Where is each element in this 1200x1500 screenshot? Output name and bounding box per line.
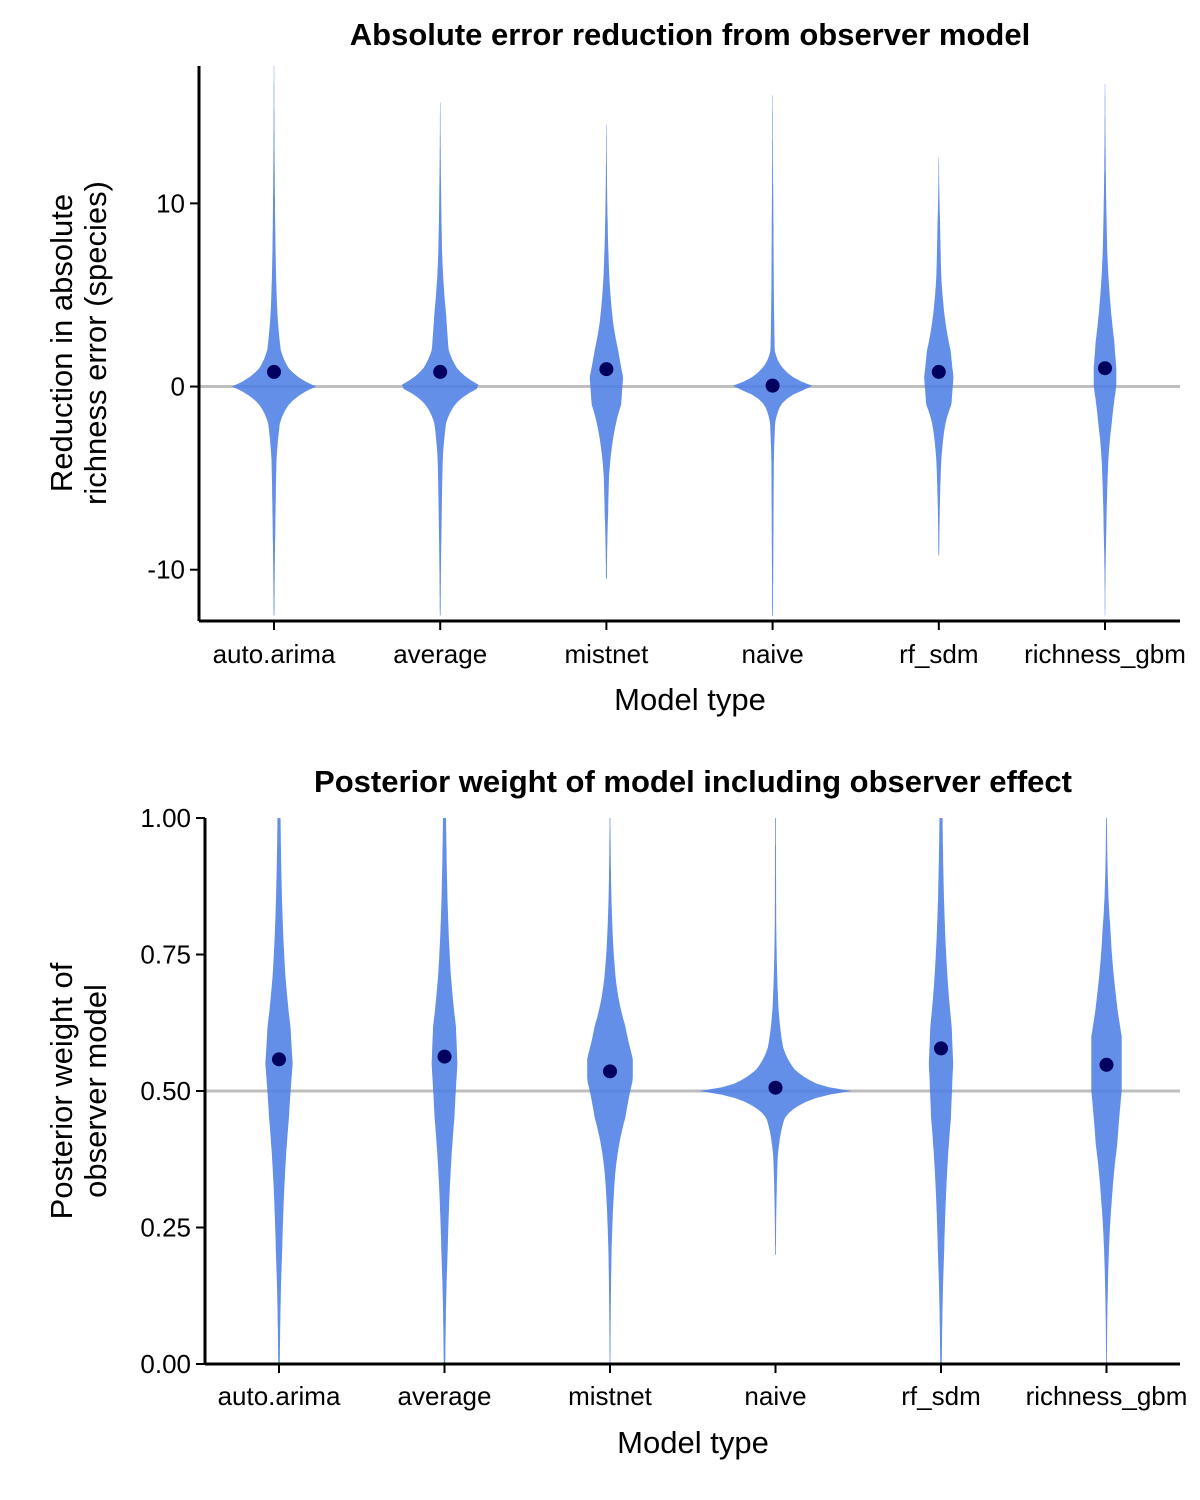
violin-group (205, 818, 1180, 1364)
y-axis-label-line-2: richness error (species) (78, 181, 113, 505)
y-axis-label: Posterior weight of observer model (44, 962, 113, 1219)
x-tick-label: richness_gbm (1024, 639, 1186, 669)
violin-mistnet (589, 124, 624, 579)
y-tick-label: 0.50 (140, 1076, 191, 1106)
x-tick-label: naive (744, 1381, 806, 1411)
panel-posterior-weight: Posterior weight of model including obse… (44, 764, 1187, 1460)
violin-rf_sdm (928, 818, 954, 1364)
y-axis-label: Reduction in absolute richness error (sp… (44, 181, 113, 505)
mean-point-auto.arima (267, 364, 281, 379)
x-tick-label: naive (742, 639, 804, 669)
violin-mistnet (587, 818, 633, 1364)
mean-point-naive (765, 378, 780, 393)
y-tick-label: -10 (147, 555, 185, 585)
x-tick-label: rf_sdm (901, 1381, 980, 1411)
x-tick-label: richness_gbm (1026, 1381, 1188, 1411)
violin-naive (699, 818, 852, 1255)
x-tick-label: average (398, 1381, 492, 1411)
y-tick-label: 0 (171, 372, 185, 402)
x-tick-label: mistnet (568, 1381, 653, 1411)
mean-point-naive (768, 1080, 783, 1095)
violin-auto.arima (265, 818, 293, 1364)
x-axis-label: Model type (614, 682, 766, 717)
violin-average (431, 818, 458, 1364)
chart-title: Absolute error reduction from observer m… (350, 17, 1030, 52)
violin-rf_sdm (924, 157, 954, 556)
y-tick-label: 0.00 (140, 1349, 191, 1379)
violin-average (401, 102, 479, 616)
x-axis-label: Model type (617, 1425, 769, 1460)
violin-naive (733, 95, 813, 616)
mean-point-rf_sdm (934, 1041, 948, 1056)
y-tick-label: 1.00 (140, 803, 191, 833)
violin-richness_gbm (1091, 818, 1122, 1364)
y-axis-label-line-2: observer model (78, 984, 113, 1198)
y-axis-label-line-1: Posterior weight of (44, 962, 79, 1219)
mean-point-rf_sdm (931, 364, 946, 379)
violin-richness_gbm (1093, 84, 1117, 616)
mean-point-average (433, 364, 448, 379)
axes: auto.arima average mistnet naive rf_sdm richn… (140, 803, 1187, 1411)
y-axis-label-line-1: Reduction in absolute (44, 194, 79, 492)
mean-point-average (437, 1049, 452, 1064)
y-tick-label: 0.75 (140, 940, 191, 970)
y-tick-label: 0.25 (140, 1213, 191, 1243)
x-tick-label: average (393, 639, 487, 669)
y-tick-label: 10 (156, 188, 185, 218)
violin-group (199, 66, 1180, 616)
mean-point-richness_gbm (1099, 1057, 1114, 1072)
mean-point-richness_gbm (1098, 361, 1112, 376)
x-tick-label: mistnet (564, 639, 649, 669)
mean-point-mistnet (603, 1064, 617, 1079)
violin-auto.arima (232, 66, 316, 616)
x-tick-label: auto.arima (218, 1381, 341, 1411)
mean-point-auto.arima (272, 1052, 286, 1067)
x-tick-label: auto.arima (213, 639, 336, 669)
x-tick-label: rf_sdm (899, 639, 978, 669)
mean-point-mistnet (599, 362, 614, 377)
panel-error-reduction: Absolute error reduction from observer m… (44, 17, 1186, 717)
axes: auto.arima average mistnet naive rf_sdm richn… (147, 66, 1186, 669)
chart-title: Posterior weight of model including obse… (314, 764, 1072, 799)
